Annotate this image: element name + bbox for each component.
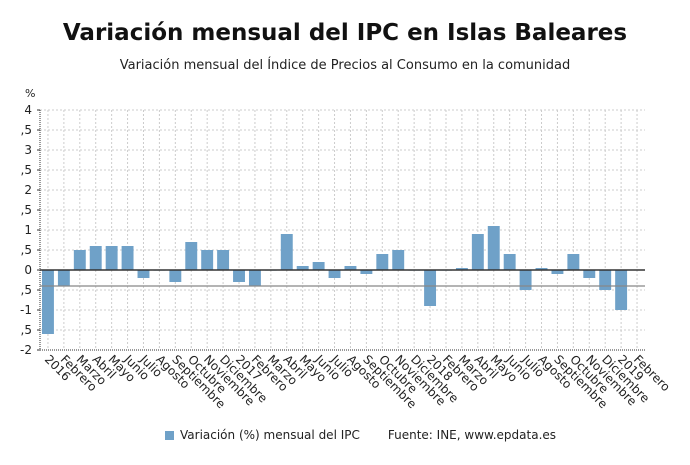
- y-tick-label: 1: [24, 223, 32, 237]
- bar: [615, 270, 628, 310]
- bar: [217, 250, 230, 270]
- legend-swatch: [165, 430, 174, 440]
- bar: [201, 250, 214, 270]
- bar: [137, 270, 150, 278]
- y-axis-label: %: [25, 87, 35, 100]
- y-tick-label: ,5: [21, 163, 32, 177]
- bar: [89, 246, 102, 270]
- legend-label: Variación (%) mensual del IPC: [180, 428, 360, 442]
- bar: [360, 270, 373, 274]
- bar: [233, 270, 245, 282]
- y-tick-label: ,5: [21, 243, 32, 257]
- chart-subtitle: Variación mensual del Índice de Precios …: [119, 58, 571, 73]
- y-tick-label: 3: [24, 143, 32, 157]
- bar: [583, 270, 596, 278]
- y-tick-label: 4: [24, 103, 32, 117]
- bar: [567, 254, 580, 270]
- y-tick-label: 2: [24, 183, 32, 197]
- bar: [248, 270, 261, 286]
- y-tick-label: 0: [24, 263, 32, 277]
- bar: [599, 270, 612, 290]
- bar: [392, 250, 405, 270]
- bar: [503, 254, 516, 270]
- bar: [73, 250, 86, 270]
- bar: [169, 270, 182, 282]
- bar: [121, 246, 134, 270]
- bar: [280, 234, 293, 270]
- chart-title: Variación mensual del IPC en Islas Balea…: [62, 20, 628, 46]
- y-tick-label: ,5: [21, 203, 32, 217]
- y-tick-label: ,5: [21, 323, 32, 337]
- bar: [471, 234, 484, 270]
- bar: [57, 270, 70, 286]
- y-tick-label: -1: [20, 303, 32, 317]
- y-tick-label: -2: [20, 343, 32, 357]
- y-tick-label: ,5: [21, 283, 32, 297]
- bar: [424, 270, 437, 306]
- bar: [312, 262, 325, 270]
- bar: [344, 266, 357, 270]
- bar: [328, 270, 341, 278]
- bar: [551, 270, 564, 274]
- bar: [296, 266, 309, 270]
- legend: Variación (%) mensual del IPC Fuente: IN…: [165, 428, 556, 442]
- bar: [487, 226, 500, 270]
- bar: [376, 254, 389, 270]
- source-note: Fuente: INE, www.epdata.es: [387, 428, 557, 442]
- bar: [519, 270, 532, 290]
- bar: [105, 246, 118, 270]
- bar: [535, 268, 548, 270]
- bar: [42, 270, 54, 334]
- bar: [185, 242, 198, 270]
- bar: [455, 268, 468, 270]
- y-tick-label: ,5: [21, 123, 32, 137]
